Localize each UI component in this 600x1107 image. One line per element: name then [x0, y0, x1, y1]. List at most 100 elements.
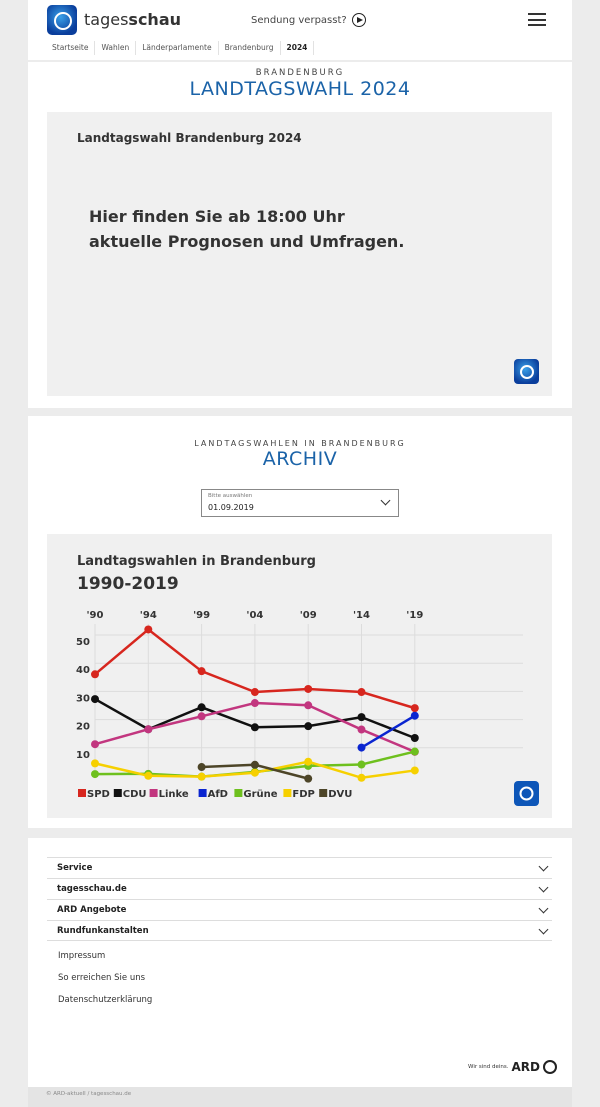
link-impressum[interactable]: Impressum: [58, 951, 106, 961]
data-point-cdu: [91, 695, 99, 704]
breadcrumb: Startseite Wahlen Länderparlamente Brand…: [42, 41, 315, 55]
data-point-fdp: [304, 757, 313, 766]
section-title: ARCHIV: [262, 448, 338, 470]
chart-subtitle: 1990-2019: [77, 574, 179, 594]
legend-label-spd: SPD: [87, 789, 110, 800]
data-point-fdp: [357, 773, 366, 782]
data-point-linke: [91, 740, 99, 749]
data-point-grüne: [357, 760, 366, 769]
x-tick-label: '90: [87, 610, 104, 621]
ard-one-icon: [542, 1060, 557, 1074]
site-footer: Service tagesschau.de ARD Angebote Rundf…: [28, 838, 572, 1087]
sendung-verpasst-link[interactable]: Sendung verpasst?: [251, 13, 366, 27]
breadcrumb-item[interactable]: Länderparlamente: [136, 41, 219, 55]
chevron-down-icon: [380, 495, 391, 506]
accordion-tagesschau[interactable]: tagesschau.de: [47, 878, 552, 899]
accordion-rundfunkanstalten[interactable]: Rundfunkanstalten: [47, 920, 552, 941]
election-date-select[interactable]: Bitte auswählen 01.09.2019: [201, 489, 399, 517]
breadcrumb-item[interactable]: Startseite: [42, 41, 96, 55]
legend-label-dvu: DVU: [328, 789, 352, 800]
data-point-spd: [197, 667, 206, 676]
legend-label-grüne: Grüne: [243, 789, 277, 800]
data-point-afd: [410, 711, 419, 720]
x-tick-label: '99: [193, 610, 210, 621]
copyright-bar: © ARD-aktuell / tagesschau.de: [28, 1087, 572, 1107]
legend-swatch-linke: [149, 789, 158, 797]
data-point-linke: [250, 699, 259, 708]
x-tick-label: '04: [246, 610, 263, 621]
section-kicker: BRANDENBURG: [255, 68, 345, 78]
data-point-spd: [144, 625, 153, 634]
accordion-service[interactable]: Service: [47, 857, 552, 878]
legend-label-linke: Linke: [159, 789, 189, 800]
section-kicker: LANDTAGSWAHLEN IN BRANDENBURG: [194, 439, 406, 448]
legend-swatch-dvu: [319, 789, 328, 797]
legend-label-cdu: CDU: [123, 789, 147, 800]
data-point-afd: [357, 743, 366, 752]
results-placeholder: Landtagswahl Brandenburg 2024 Hier finde…: [47, 112, 552, 396]
y-tick-label: 50: [76, 637, 90, 648]
chart-title: Landtagswahlen in Brandenburg: [77, 554, 316, 569]
breadcrumb-current: 2024: [281, 41, 315, 55]
archive-section: LANDTAGSWAHLEN IN BRANDENBURG ARCHIV Bit…: [28, 416, 572, 828]
ard-logo: ARD: [511, 1060, 540, 1074]
tagesschau-logo[interactable]: [47, 5, 77, 35]
x-tick-label: '19: [406, 610, 423, 621]
data-point-dvu: [250, 760, 259, 769]
data-point-spd: [304, 684, 313, 693]
site-header: tagesschau Sendung verpasst? Startseite …: [28, 0, 572, 60]
data-point-spd: [250, 688, 259, 697]
brand-name[interactable]: tagesschau: [84, 10, 182, 29]
chart-box: Landtagswahlen in Brandenburg 1990-2019 '9…: [47, 534, 552, 818]
data-point-cdu: [357, 713, 366, 722]
chevron-down-icon: [538, 903, 549, 914]
play-icon: [351, 13, 366, 27]
x-tick-label: '09: [300, 610, 317, 621]
data-point-grüne: [410, 747, 419, 756]
data-point-linke: [144, 725, 153, 734]
x-tick-label: '94: [140, 610, 157, 621]
data-point-cdu: [410, 734, 419, 743]
data-point-grüne: [91, 770, 99, 779]
legend-swatch-fdp: [283, 789, 292, 797]
section-title: LANDTAGSWAHL 2024: [189, 78, 411, 100]
legend-swatch-afd: [198, 789, 207, 797]
series-line-afd: [360, 714, 416, 749]
chevron-down-icon: [538, 882, 549, 893]
data-point-fdp: [250, 768, 259, 777]
tagesschau-logo-icon: [514, 359, 539, 384]
link-kontakt[interactable]: So erreichen Sie uns: [58, 973, 146, 983]
link-datenschutz[interactable]: Datenschutzerklärung: [58, 995, 153, 1005]
legend-swatch-spd: [78, 789, 86, 797]
y-tick-label: 20: [76, 722, 90, 733]
data-point-linke: [304, 701, 313, 710]
box-title: Landtagswahl Brandenburg 2024: [77, 131, 302, 145]
data-point-fdp: [197, 772, 206, 781]
breadcrumb-item[interactable]: Brandenburg: [219, 41, 281, 55]
tagesschau-logo-icon: [519, 786, 534, 801]
data-point-spd: [410, 704, 419, 713]
data-point-spd: [91, 670, 99, 679]
legend-label-fdp: FDP: [292, 789, 314, 800]
data-point-cdu: [250, 723, 259, 732]
data-point-linke: [197, 712, 206, 721]
data-point-fdp: [91, 759, 99, 768]
data-point-spd: [357, 688, 366, 697]
data-point-fdp: [410, 766, 419, 775]
data-point-cdu: [197, 703, 206, 712]
chevron-down-icon: [538, 924, 549, 935]
election-history-chart: Landtagswahlen in Brandenburg 1990-2019 '9…: [76, 554, 539, 806]
accordion-ard-angebote[interactable]: ARD Angebote: [47, 899, 552, 920]
election-2024-section: BRANDENBURG LANDTAGSWAHL 2024 Landtagswa…: [28, 62, 572, 408]
legend-swatch-grüne: [234, 789, 243, 797]
data-point-cdu: [304, 722, 313, 731]
ard-brand[interactable]: Wir sind deins. ARD: [468, 1060, 557, 1074]
data-point-linke: [357, 725, 366, 734]
data-point-dvu: [197, 763, 206, 772]
y-tick-label: 30: [76, 693, 90, 704]
data-point-dvu: [304, 774, 313, 783]
legend-label-afd: AfD: [208, 789, 228, 800]
breadcrumb-item[interactable]: Wahlen: [95, 41, 137, 55]
menu-icon[interactable]: [528, 13, 546, 26]
info-message: Hier finden Sie ab 18:00 Uhr aktuelle Pr…: [89, 207, 405, 251]
